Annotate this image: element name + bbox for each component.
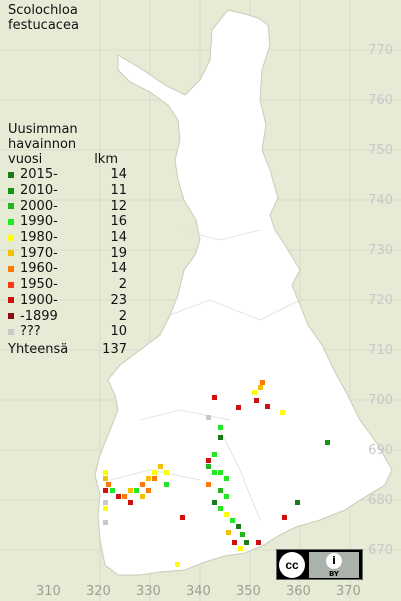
y-axis-label: 700: [368, 393, 393, 408]
y-axis-label: 740: [368, 193, 393, 208]
by-badge: i BY: [309, 551, 359, 578]
by-label: BY: [328, 569, 340, 578]
legend-item-count: 10: [110, 324, 127, 340]
legend-total-count: 137: [102, 341, 127, 357]
legend-swatch: [8, 281, 14, 288]
legend-header-1: Uusimman: [8, 122, 78, 137]
legend-item-label: 2010-: [20, 183, 58, 199]
x-axis-label: 310: [36, 584, 61, 599]
legend-item-label: 1900-: [20, 292, 58, 308]
legend-item-count: 16: [110, 214, 127, 230]
legend-swatch: [8, 234, 14, 241]
species-title: Scolochloa festucacea: [8, 3, 79, 33]
legend-item-label: 2000-: [20, 198, 58, 214]
legend: Uusimman havainnon vuosi lkm 2015- 14 2010…: [8, 122, 127, 357]
legend-item-count: 2: [118, 308, 127, 324]
legend-item: 1900- 23: [8, 293, 127, 309]
observation-points: [103, 380, 330, 567]
y-axis-label: 730: [368, 243, 393, 258]
legend-swatch: [8, 313, 14, 320]
legend-item: -1899 2: [8, 308, 127, 324]
legend-total-label: Yhteensä: [8, 341, 69, 357]
legend-item-count: 14: [110, 167, 127, 183]
legend-item-count: 2: [118, 277, 127, 293]
legend-swatch: [8, 187, 14, 194]
legend-item-label: 1970-: [20, 245, 58, 261]
legend-item-label: 2015-: [20, 167, 58, 183]
legend-item-count: 12: [110, 198, 127, 214]
legend-item-count: 19: [110, 245, 127, 261]
legend-item-count: 11: [110, 183, 127, 199]
legend-item: 2015- 14: [8, 167, 127, 183]
legend-item-label: 1960-: [20, 261, 58, 277]
title-line-1: Scolochloa: [8, 3, 78, 18]
legend-item-label: 1950-: [20, 277, 58, 293]
y-axis-label: 690: [368, 443, 393, 458]
legend-swatch: [8, 265, 14, 272]
y-axis-label: 670: [368, 543, 393, 558]
legend-swatch: [8, 297, 14, 304]
y-axis-label: 760: [368, 93, 393, 108]
legend-item-label: -1899: [20, 308, 58, 324]
attribution-icon: i: [326, 552, 342, 569]
legend-item-count: 14: [110, 230, 127, 246]
x-axis-label: 340: [186, 584, 211, 599]
y-axis-label: 770: [368, 43, 393, 58]
legend-swatch: [8, 328, 14, 335]
x-axis-label: 330: [136, 584, 161, 599]
legend-item: 1950- 2: [8, 277, 127, 293]
legend-item: 1980- 14: [8, 230, 127, 246]
y-axis-label: 720: [368, 293, 393, 308]
legend-item: 2000- 12: [8, 198, 127, 214]
legend-item: 2010- 11: [8, 183, 127, 199]
legend-item: 1970- 19: [8, 245, 127, 261]
finland-landmass: [94, 9, 393, 576]
legend-item-count: 14: [110, 261, 127, 277]
x-axis-label: 360: [286, 584, 311, 599]
x-axis-label: 320: [86, 584, 111, 599]
legend-item-label: ???: [20, 324, 41, 340]
x-axis-label: 370: [336, 584, 361, 599]
legend-item-label: 1990-: [20, 214, 58, 230]
province-borders: [109, 229, 301, 521]
y-axis-label: 680: [368, 493, 393, 508]
legend-header-2: havainnon: [8, 137, 77, 152]
legend-item: 1960- 14: [8, 261, 127, 277]
legend-swatch: [8, 218, 14, 225]
legend-rows: 2015- 14 2010- 11 2000- 12 1990- 16 1980- 14 1970-…: [8, 167, 127, 340]
legend-col-count: lkm: [94, 152, 118, 167]
legend-item-count: 23: [110, 292, 127, 308]
legend-item: ??? 10: [8, 324, 127, 340]
legend-swatch: [8, 203, 14, 210]
legend-swatch: [8, 171, 14, 178]
legend-item-label: 1980-: [20, 230, 58, 246]
license-badge[interactable]: cc i BY: [276, 549, 363, 580]
y-axis-label: 750: [368, 143, 393, 158]
x-axis-label: 350: [236, 584, 261, 599]
legend-col-year: vuosi: [8, 152, 43, 167]
legend-item: 1990- 16: [8, 214, 127, 230]
cc-icon: cc: [279, 551, 305, 578]
legend-swatch: [8, 250, 14, 257]
legend-total: Yhteensä 137: [8, 342, 127, 357]
legend-columns: vuosi lkm: [8, 152, 118, 167]
y-axis-label: 710: [368, 343, 393, 358]
title-line-2: festucacea: [8, 18, 79, 33]
